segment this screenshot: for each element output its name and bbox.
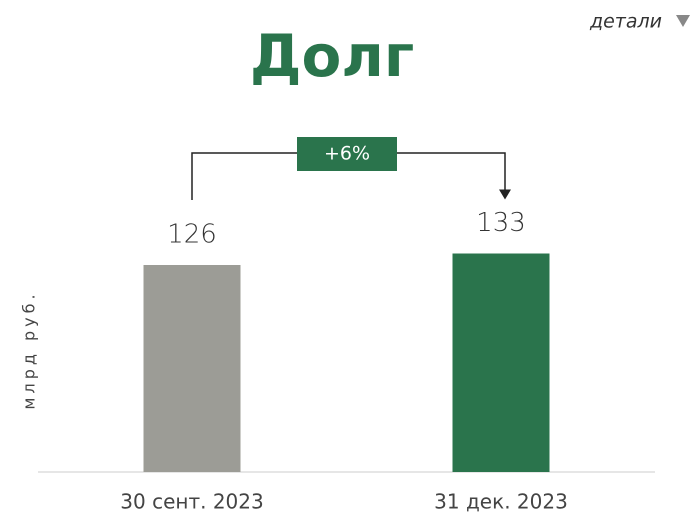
value-label: 126 bbox=[167, 220, 217, 250]
y-axis-label: млрд руб. bbox=[20, 290, 39, 409]
x-tick-label: 30 сент. 2023 bbox=[120, 490, 263, 514]
bar bbox=[143, 265, 241, 472]
value-label: 133 bbox=[476, 208, 526, 238]
x-tick-label: 31 дек. 2023 bbox=[434, 490, 568, 514]
details-text[interactable]: детали bbox=[589, 11, 662, 33]
arrow-head bbox=[499, 189, 511, 200]
dropdown-arrow[interactable] bbox=[676, 15, 690, 27]
bar bbox=[452, 253, 550, 472]
annotation: +6% bbox=[324, 143, 370, 165]
details-link[interactable]: детали bbox=[589, 11, 690, 33]
annotation-box bbox=[297, 137, 397, 171]
chart-title: Долг bbox=[250, 22, 414, 90]
